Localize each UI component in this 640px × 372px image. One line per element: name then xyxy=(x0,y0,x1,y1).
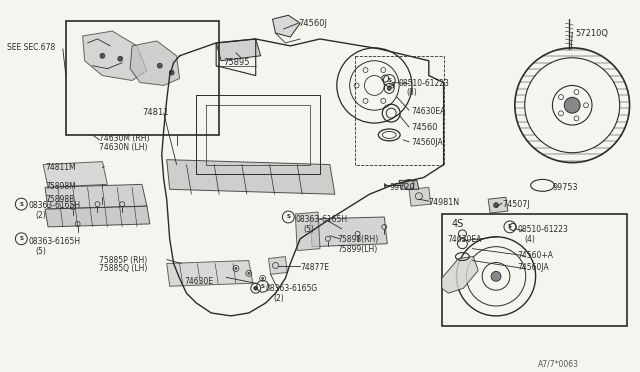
Text: (2): (2) xyxy=(273,294,284,303)
Text: S: S xyxy=(387,78,391,83)
Circle shape xyxy=(118,56,123,61)
Text: 75898(RH): 75898(RH) xyxy=(338,235,379,244)
Text: 74560JA: 74560JA xyxy=(518,263,550,272)
Text: 74560+A: 74560+A xyxy=(518,251,554,260)
Text: 74811: 74811 xyxy=(142,108,168,117)
Circle shape xyxy=(157,63,163,68)
Text: 74811M: 74811M xyxy=(45,163,76,171)
Text: SEE SEC.678: SEE SEC.678 xyxy=(8,43,56,52)
Text: (8): (8) xyxy=(406,89,417,97)
Text: 75895: 75895 xyxy=(223,58,250,67)
Polygon shape xyxy=(295,212,320,251)
Circle shape xyxy=(253,286,258,290)
Circle shape xyxy=(564,97,580,113)
Text: 74560JA: 74560JA xyxy=(411,138,443,147)
Text: S: S xyxy=(286,215,291,219)
Circle shape xyxy=(169,70,174,75)
Polygon shape xyxy=(130,41,180,86)
Polygon shape xyxy=(45,185,147,209)
Polygon shape xyxy=(273,15,300,37)
Polygon shape xyxy=(83,31,147,80)
Polygon shape xyxy=(399,180,419,189)
Polygon shape xyxy=(43,161,108,187)
Text: 08510-61223: 08510-61223 xyxy=(518,225,569,234)
Polygon shape xyxy=(488,197,508,213)
Circle shape xyxy=(491,272,501,281)
Text: 74630E: 74630E xyxy=(184,278,214,286)
Text: 74560: 74560 xyxy=(411,123,438,132)
Text: 74630M (RH): 74630M (RH) xyxy=(99,134,150,143)
Text: 57210Q: 57210Q xyxy=(575,29,608,38)
Text: A7/7*0063: A7/7*0063 xyxy=(538,359,579,368)
Text: 75898M: 75898M xyxy=(45,182,76,191)
Polygon shape xyxy=(310,217,387,247)
Text: 99720: 99720 xyxy=(389,183,415,192)
Text: 74560J: 74560J xyxy=(298,19,327,28)
Text: 08363-6165H: 08363-6165H xyxy=(28,201,81,210)
Polygon shape xyxy=(166,260,253,286)
Polygon shape xyxy=(216,39,260,61)
Text: 4S: 4S xyxy=(452,219,464,229)
Text: (2): (2) xyxy=(35,211,46,220)
Circle shape xyxy=(262,278,264,279)
Text: 74507J: 74507J xyxy=(502,200,530,209)
Circle shape xyxy=(493,203,499,208)
Text: S: S xyxy=(508,224,512,230)
Text: 08363-6165G: 08363-6165G xyxy=(266,284,318,293)
Text: 74877E: 74877E xyxy=(300,263,329,272)
Text: 75885P (RH): 75885P (RH) xyxy=(99,256,148,264)
Text: S: S xyxy=(260,284,264,289)
Text: 99753: 99753 xyxy=(552,183,578,192)
Text: 75898B: 75898B xyxy=(45,195,74,204)
Polygon shape xyxy=(166,160,335,194)
Text: 08363-6165H: 08363-6165H xyxy=(28,237,81,246)
Text: 75885Q (LH): 75885Q (LH) xyxy=(99,264,148,273)
Text: S: S xyxy=(19,236,23,241)
Circle shape xyxy=(387,86,391,90)
Text: 08363-6165H: 08363-6165H xyxy=(295,215,348,224)
Polygon shape xyxy=(45,206,150,227)
Text: 74630N (LH): 74630N (LH) xyxy=(99,143,148,152)
Polygon shape xyxy=(384,183,387,187)
Text: 74630EA: 74630EA xyxy=(411,107,445,116)
Text: (4): (4) xyxy=(525,235,536,244)
Text: 74630EA: 74630EA xyxy=(447,235,482,244)
Bar xyxy=(442,214,627,326)
Circle shape xyxy=(100,53,105,58)
Circle shape xyxy=(235,267,237,269)
Text: (5): (5) xyxy=(35,247,46,256)
Text: 74981N: 74981N xyxy=(429,198,460,207)
Text: S: S xyxy=(19,202,23,206)
Text: 75899(LH): 75899(LH) xyxy=(338,245,378,254)
Bar xyxy=(66,21,219,135)
Polygon shape xyxy=(442,257,478,293)
Circle shape xyxy=(248,272,250,275)
Polygon shape xyxy=(409,187,431,206)
Polygon shape xyxy=(269,257,287,275)
Text: (5): (5) xyxy=(303,225,314,234)
Text: 08510-61223: 08510-61223 xyxy=(398,78,449,87)
